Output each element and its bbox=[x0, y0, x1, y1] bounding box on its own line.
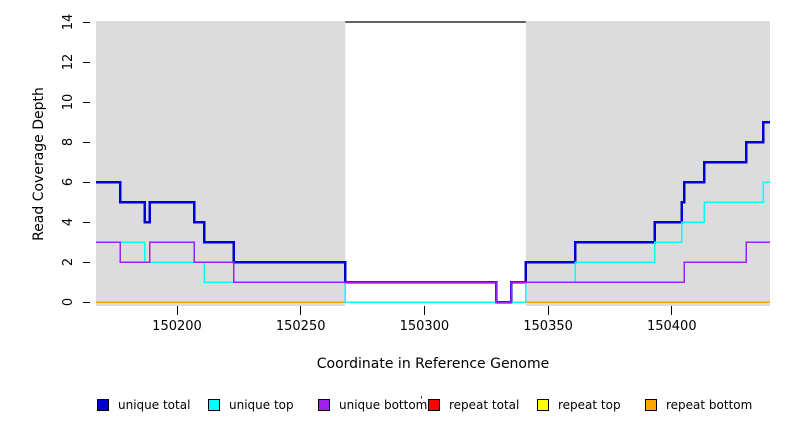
legend-label: repeat bottom bbox=[666, 398, 753, 412]
legend-label: unique bottom bbox=[339, 398, 428, 412]
y-tick bbox=[83, 21, 90, 23]
x-tick bbox=[547, 306, 549, 315]
x-tick-label: 150350 bbox=[523, 319, 573, 334]
legend-item-unique-bottom: unique bottom bbox=[318, 397, 427, 413]
x-axis-title: Coordinate in Reference Genome bbox=[316, 356, 550, 372]
x-tick bbox=[671, 306, 673, 315]
y-tick bbox=[83, 61, 90, 63]
x-tick-label: 150200 bbox=[152, 319, 202, 334]
legend-item-repeat-top: repeat top bbox=[537, 397, 621, 413]
series-unique-bottom-line bbox=[96, 241, 770, 303]
y-tick-label: 2 bbox=[61, 257, 76, 267]
y-tick bbox=[83, 141, 90, 143]
y-tick bbox=[83, 181, 90, 183]
legend-swatch bbox=[208, 399, 220, 411]
y-tick-label: 4 bbox=[61, 217, 76, 227]
y-tick-label: 12 bbox=[61, 53, 76, 71]
y-axis-title: Read Coverage Depth bbox=[31, 87, 47, 241]
legend-swatch bbox=[537, 399, 549, 411]
legend-label: repeat top bbox=[558, 398, 621, 412]
y-tick-label: 10 bbox=[61, 93, 76, 111]
y-tick-label: 6 bbox=[61, 177, 76, 187]
y-tick bbox=[83, 101, 90, 103]
legend-stray-mark: ' bbox=[420, 395, 423, 406]
y-tick bbox=[83, 221, 90, 223]
legend-item-repeat-bottom: repeat bottom bbox=[645, 397, 752, 413]
x-tick bbox=[423, 306, 425, 315]
legend-swatch bbox=[97, 399, 109, 411]
legend-label: unique total bbox=[118, 398, 191, 412]
legend-label: repeat total bbox=[449, 398, 520, 412]
legend-item-unique-top: unique top bbox=[208, 397, 294, 413]
y-tick bbox=[83, 261, 90, 263]
x-tick-label: 150250 bbox=[275, 319, 326, 334]
legend-swatch bbox=[428, 399, 440, 411]
chart-canvas bbox=[96, 21, 770, 306]
x-tick bbox=[176, 306, 178, 315]
y-tick bbox=[83, 301, 90, 303]
plot-panel bbox=[96, 21, 770, 306]
x-tick-label: 150400 bbox=[646, 319, 697, 334]
x-tick-label: 150300 bbox=[399, 319, 450, 334]
series-unique-top-line bbox=[96, 181, 770, 303]
x-tick bbox=[300, 306, 302, 315]
y-tick-label: 0 bbox=[61, 297, 76, 307]
legend: unique total unique top unique bottom repea… bbox=[0, 395, 792, 417]
legend-item-repeat-total: repeat total bbox=[428, 397, 519, 413]
legend-swatch bbox=[645, 399, 657, 411]
y-tick-label: 14 bbox=[61, 13, 76, 31]
legend-label: unique top bbox=[229, 398, 294, 412]
legend-item-unique-total: unique total bbox=[97, 397, 190, 413]
highlight-band bbox=[345, 21, 526, 306]
legend-swatch bbox=[318, 399, 330, 411]
y-tick-label: 8 bbox=[61, 137, 76, 147]
